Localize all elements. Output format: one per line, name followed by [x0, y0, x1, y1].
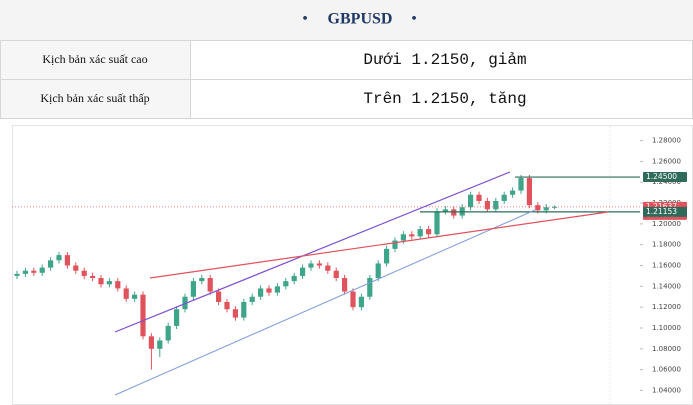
candle-body	[384, 248, 390, 264]
candle-body	[258, 288, 264, 297]
candle-body	[31, 270, 37, 273]
candle-body	[64, 255, 70, 266]
candle-body	[115, 281, 121, 289]
candle-body	[325, 265, 331, 271]
candle-body	[249, 296, 255, 302]
candle-body	[442, 209, 448, 212]
channel-bottom	[114, 209, 536, 396]
candle-body	[316, 263, 322, 266]
candle-body	[22, 270, 28, 274]
candle-body	[73, 265, 79, 271]
candle-body	[484, 200, 490, 210]
candle-body	[48, 260, 54, 268]
trend-lines	[114, 171, 609, 396]
candle-body	[434, 211, 440, 235]
candle-body	[274, 286, 280, 293]
y-tick-label: 1.04000	[652, 386, 681, 394]
candle-body	[241, 301, 247, 318]
price-label-box	[643, 206, 687, 217]
candle-body	[543, 207, 549, 211]
candle-body	[308, 263, 314, 268]
y-tick-label: 1.16000	[652, 262, 681, 270]
candle-body	[426, 229, 432, 235]
candle-body	[98, 278, 104, 285]
y-tick-label: 1.12000	[652, 303, 681, 311]
header-bg	[0, 0, 693, 40]
candle-body	[56, 255, 62, 261]
candle-body	[182, 296, 188, 310]
candle-body	[165, 325, 171, 341]
price-label: 1.21153	[646, 207, 677, 216]
candle-body	[342, 278, 348, 292]
candle-body	[510, 190, 516, 195]
candle-body	[216, 291, 222, 302]
candle-body	[190, 281, 196, 297]
price-label: 1.21637	[646, 202, 677, 211]
candle-body	[199, 278, 205, 282]
bullet: •	[411, 11, 417, 28]
candle-body	[358, 296, 364, 308]
y-tick-label: 1.14000	[652, 282, 681, 290]
candle-body	[518, 178, 524, 191]
header-title: GBPUSD	[328, 11, 393, 28]
candle-body	[409, 234, 415, 237]
table-cell: Trên 1.2150, tăng	[363, 90, 526, 108]
y-tick-label: 1.24000	[652, 178, 681, 186]
candle-body	[148, 336, 154, 349]
candle-body	[106, 281, 112, 285]
candle-body	[266, 288, 272, 293]
candle-body	[81, 270, 87, 276]
candle-body	[535, 205, 541, 211]
y-tick-label: 1.28000	[652, 137, 681, 145]
candle-body	[232, 309, 238, 318]
table-cell: Kịch bản xác suất cao	[42, 52, 147, 66]
trend-line	[149, 211, 609, 279]
candle-body	[300, 267, 306, 276]
price-label-box	[643, 172, 687, 183]
candle-body	[400, 234, 406, 241]
table-cell: Kịch bản xác suất thấp	[40, 91, 149, 105]
candle-body	[333, 270, 339, 279]
candle-body	[132, 294, 138, 299]
table-cell: Dưới 1.2150, giảm	[363, 51, 526, 69]
y-tick-label: 1.20000	[652, 220, 681, 228]
candle-body	[367, 278, 373, 297]
y-tick-label: 1.18000	[652, 241, 681, 249]
candle-body	[417, 229, 423, 237]
y-tick-label: 1.26000	[652, 157, 681, 165]
candle-body	[501, 194, 507, 201]
table-grid	[0, 40, 693, 119]
candle-body	[476, 194, 482, 201]
channel-top	[114, 171, 511, 333]
candle-body	[493, 200, 499, 210]
y-tick-label: 1.08000	[652, 345, 681, 353]
candle-body	[140, 294, 146, 337]
candle-body	[526, 178, 532, 206]
candle-body	[468, 194, 474, 208]
candle-body	[552, 206, 558, 208]
candle-body	[174, 309, 180, 326]
candle-body	[14, 273, 20, 276]
candle-body	[157, 340, 163, 349]
price-label: 1.24500	[646, 172, 677, 181]
candle-body	[350, 291, 356, 308]
candle-body	[90, 275, 96, 279]
candle-body	[123, 288, 129, 299]
candle-body	[224, 301, 230, 310]
bullet: •	[302, 11, 308, 28]
candle-body	[207, 278, 213, 292]
candle-body	[375, 263, 381, 279]
candle-body	[39, 267, 45, 273]
candle-body	[392, 240, 398, 249]
y-tick-label: 1.06000	[652, 366, 681, 374]
candle-body	[283, 281, 289, 287]
candle-body	[291, 275, 297, 282]
y-tick-label: 1.10000	[652, 324, 681, 332]
chart-frame	[12, 125, 693, 405]
